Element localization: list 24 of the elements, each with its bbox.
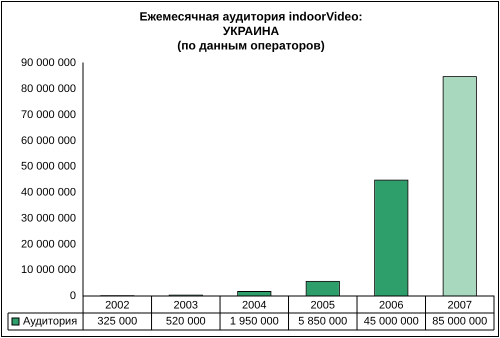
y-tick-label: 40 000 000 xyxy=(20,186,76,199)
y-tick-label: 10 000 000 xyxy=(20,264,76,276)
x-tick-label: 2005 xyxy=(310,300,336,312)
y-tick-label: 30 000 000 xyxy=(20,212,76,224)
legend-label: Аудитория xyxy=(23,316,78,328)
x-tick-label: 2002 xyxy=(105,300,130,312)
y-tick-label: 20 000 000 xyxy=(20,238,76,250)
x-tick-label: 2006 xyxy=(379,300,404,312)
y-tick-label: 80 000 000 xyxy=(20,83,76,96)
y-tick-label: 60 000 000 xyxy=(20,134,76,147)
data-label: 45 000 000 xyxy=(364,316,419,328)
chart-title: Ежемесячная аудитория indoorVideo: УКРАИНА (по данным операторов) xyxy=(139,10,363,52)
data-label: 325 000 xyxy=(97,316,138,328)
data-label: 85 000 000 xyxy=(432,316,488,328)
y-tick-label: 50 000 000 xyxy=(20,160,76,173)
data-label: 5 850 000 xyxy=(298,316,348,328)
y-tick-label: 90 000 000 xyxy=(20,57,76,70)
x-tick-label: 2007 xyxy=(448,300,472,312)
x-tick-label: 2004 xyxy=(242,300,267,312)
x-tick-label: 2003 xyxy=(174,300,198,312)
y-tick-label: 70 000 000 xyxy=(20,108,76,121)
y-tick-label: 0 xyxy=(70,290,76,302)
data-label: 520 000 xyxy=(166,316,206,328)
data-label: 1 950 000 xyxy=(230,316,279,328)
